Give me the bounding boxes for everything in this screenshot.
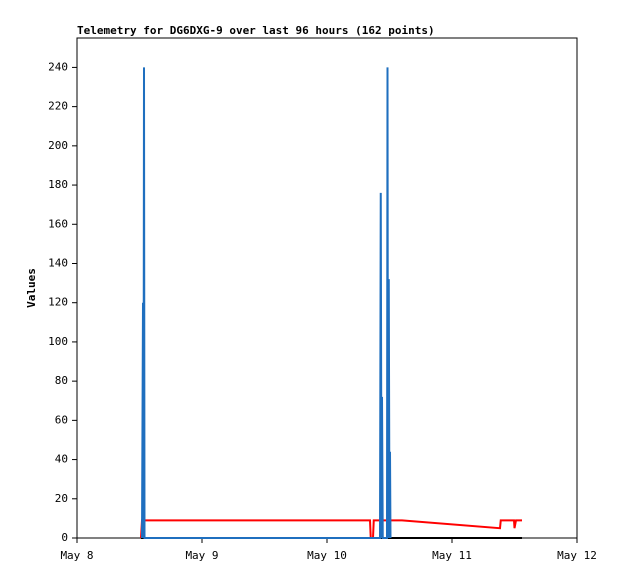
y-tick-label: 200	[48, 139, 68, 152]
y-tick-label: 100	[48, 335, 68, 348]
y-tick-label: 160	[48, 217, 68, 230]
series-line	[141, 67, 392, 539]
x-tick-label: May 12	[557, 549, 597, 562]
x-tick-label: May 10	[307, 549, 347, 562]
x-tick-label: May 9	[185, 549, 218, 562]
chart-title: Telemetry for DG6DXG-9 over last 96 hour…	[77, 24, 435, 37]
y-tick-label: 80	[55, 374, 68, 387]
plot-frame	[76, 37, 578, 539]
y-tick-label: 40	[55, 453, 68, 466]
y-tick-label: 180	[48, 178, 68, 191]
y-tick-label: 0	[61, 531, 68, 544]
y-tick-label: 220	[48, 100, 68, 113]
y-tick-label: 140	[48, 256, 68, 269]
y-tick-label: 120	[48, 296, 68, 309]
y-tick-label: 240	[48, 60, 68, 73]
x-tick-label: May 11	[432, 549, 472, 562]
y-tick-label: 20	[55, 492, 68, 505]
series-line	[140, 519, 522, 539]
x-tick-label: May 8	[60, 549, 93, 562]
y-tick-label: 60	[55, 413, 68, 426]
y-axis-label: Values	[25, 268, 38, 308]
